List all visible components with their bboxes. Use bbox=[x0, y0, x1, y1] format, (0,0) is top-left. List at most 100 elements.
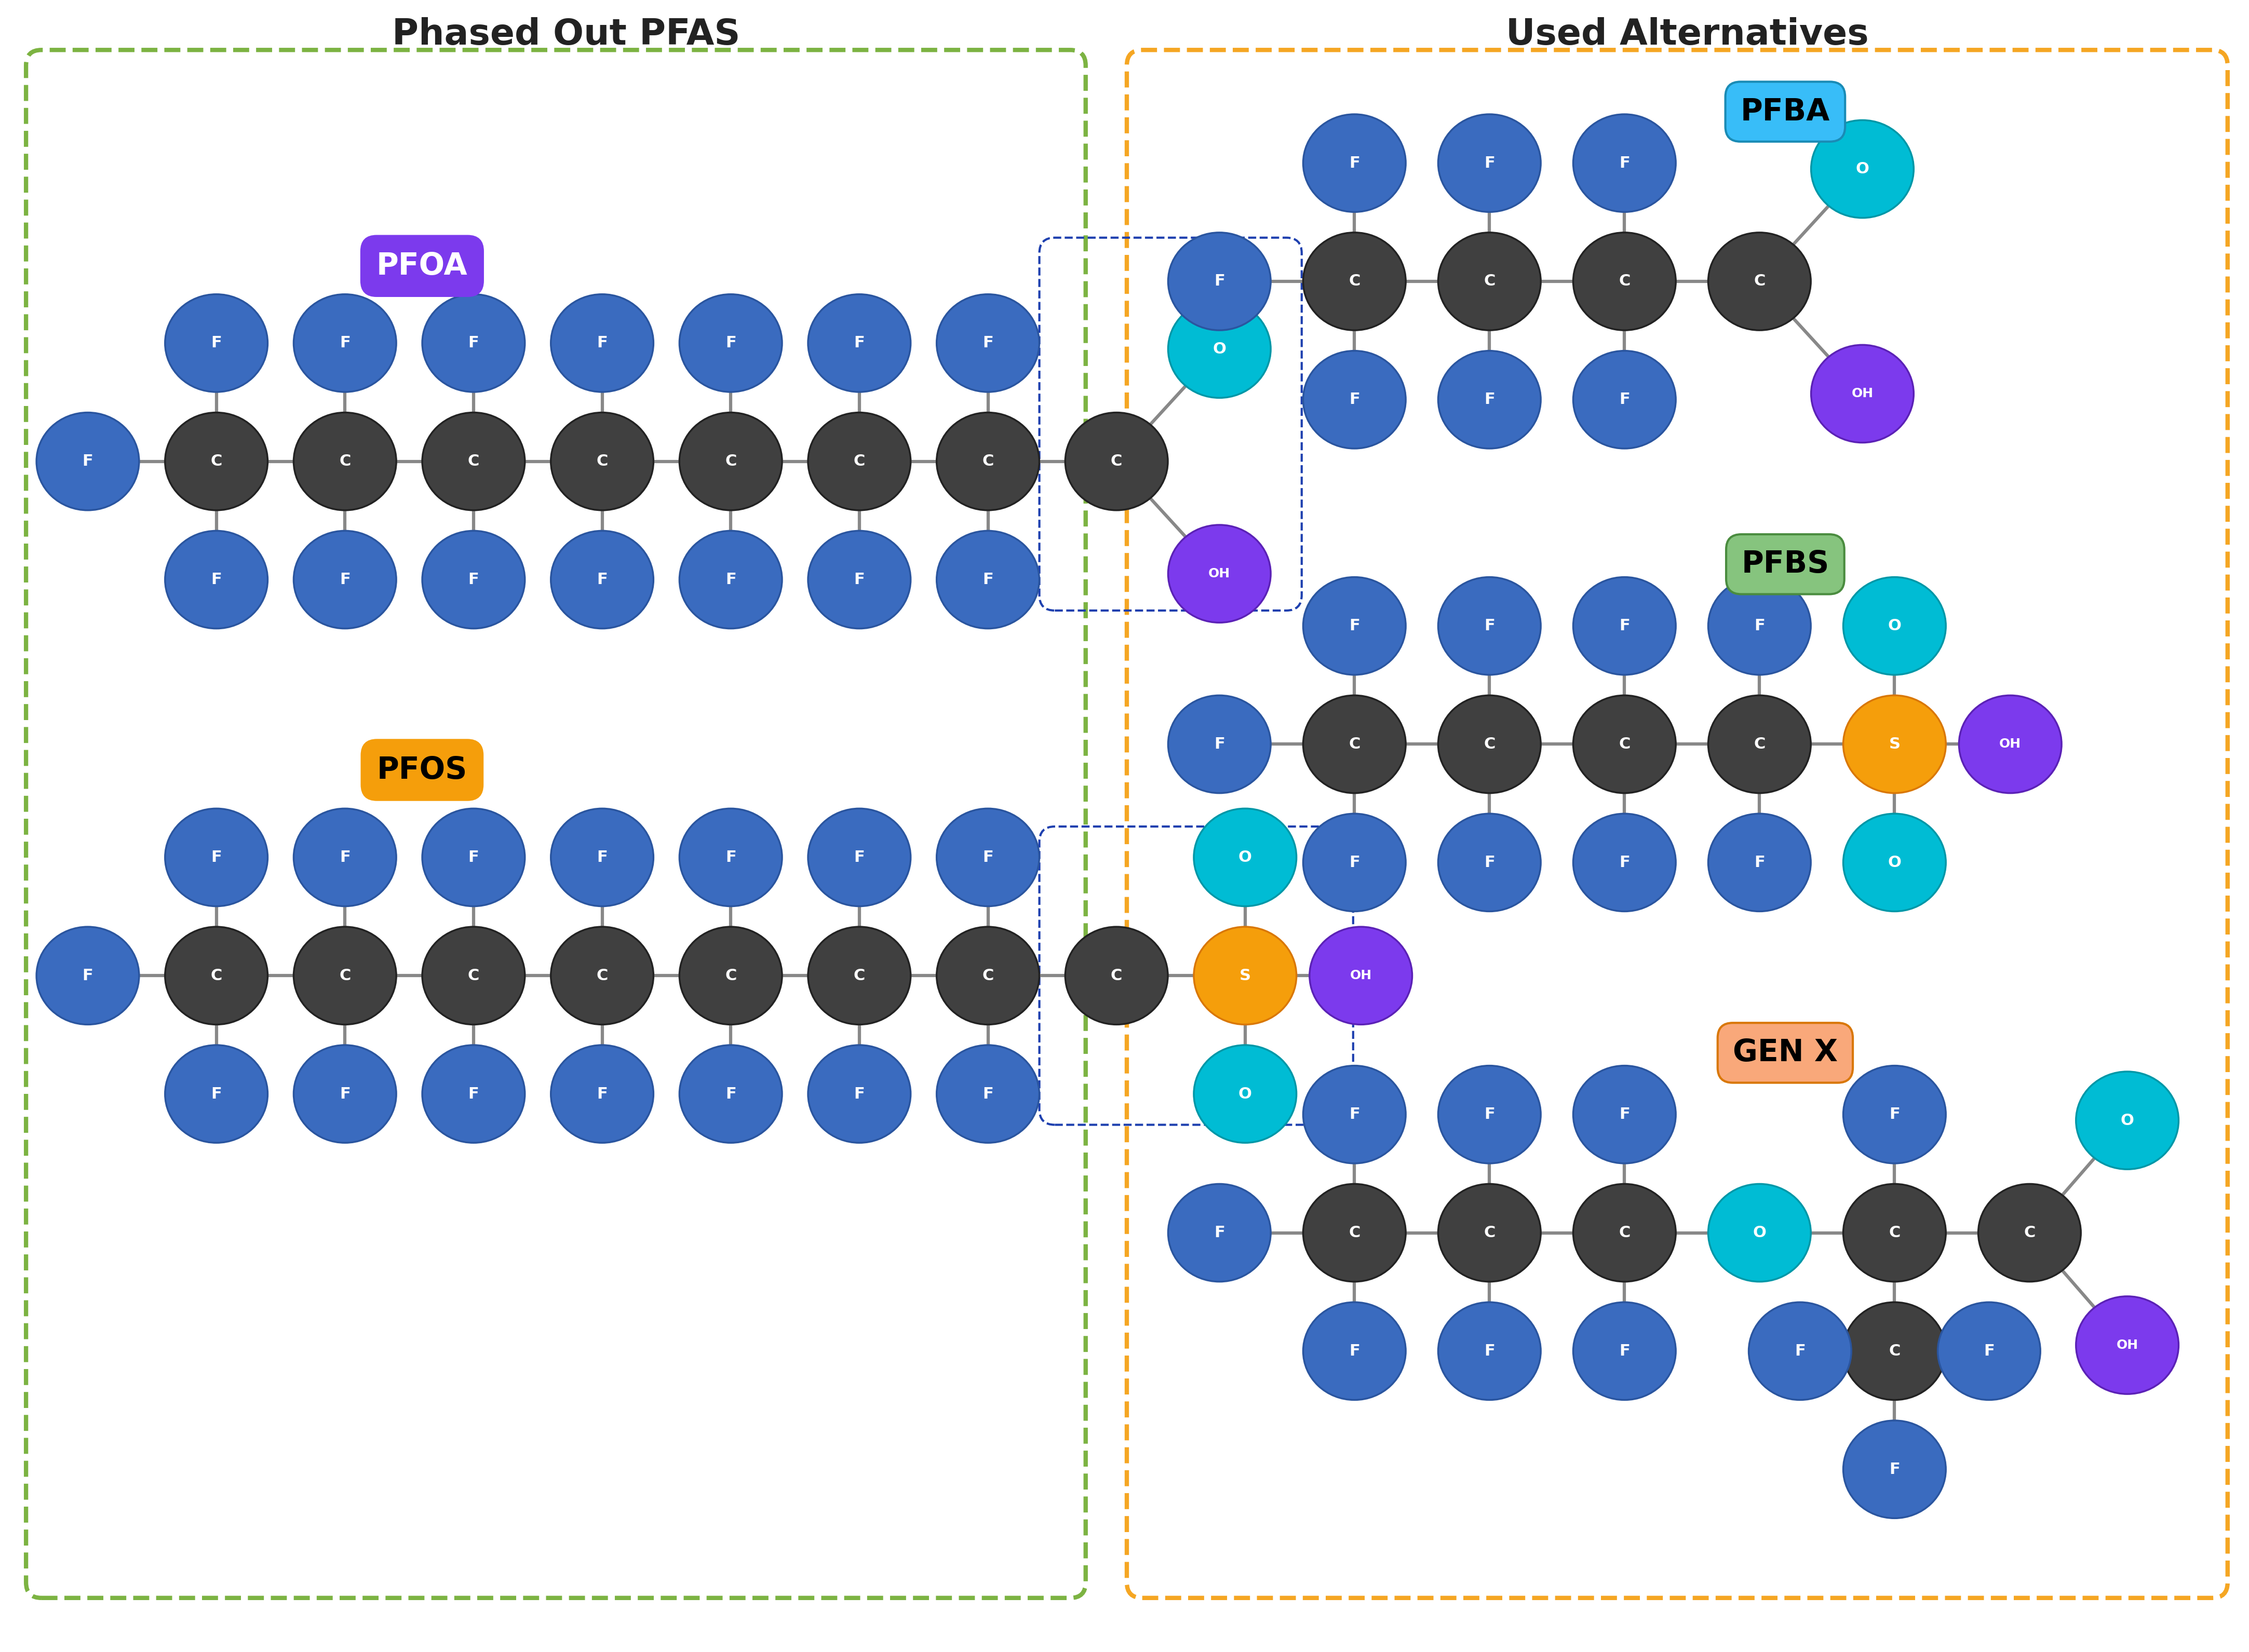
Ellipse shape bbox=[295, 294, 396, 392]
Text: C: C bbox=[211, 968, 223, 983]
Ellipse shape bbox=[1572, 350, 1676, 449]
Ellipse shape bbox=[936, 294, 1039, 392]
Ellipse shape bbox=[1437, 1184, 1541, 1282]
Ellipse shape bbox=[164, 413, 268, 510]
Text: F: F bbox=[468, 849, 479, 866]
Text: F: F bbox=[855, 849, 864, 866]
Ellipse shape bbox=[807, 413, 911, 510]
Text: C: C bbox=[468, 454, 479, 469]
Ellipse shape bbox=[1194, 1046, 1295, 1143]
Ellipse shape bbox=[551, 294, 654, 392]
Ellipse shape bbox=[1844, 577, 1945, 674]
Ellipse shape bbox=[1572, 1302, 1676, 1399]
Text: C: C bbox=[1754, 737, 1765, 752]
Ellipse shape bbox=[295, 413, 396, 510]
Ellipse shape bbox=[1709, 814, 1810, 912]
Text: F: F bbox=[1619, 856, 1631, 871]
Ellipse shape bbox=[1167, 1184, 1271, 1282]
Ellipse shape bbox=[1302, 1184, 1406, 1282]
Ellipse shape bbox=[423, 927, 524, 1024]
Ellipse shape bbox=[1066, 927, 1167, 1024]
Text: C: C bbox=[983, 454, 994, 469]
Ellipse shape bbox=[679, 413, 783, 510]
Text: O: O bbox=[1887, 618, 1900, 633]
Ellipse shape bbox=[551, 927, 654, 1024]
Ellipse shape bbox=[36, 927, 139, 1024]
Text: PFOS: PFOS bbox=[378, 755, 468, 785]
Ellipse shape bbox=[1844, 1421, 1945, 1518]
Ellipse shape bbox=[1302, 814, 1406, 912]
Ellipse shape bbox=[164, 808, 268, 907]
Ellipse shape bbox=[295, 530, 396, 628]
Text: C: C bbox=[1349, 737, 1361, 752]
Text: C: C bbox=[1619, 737, 1631, 752]
Text: C: C bbox=[1754, 274, 1765, 289]
Text: F: F bbox=[1889, 1462, 1900, 1477]
Ellipse shape bbox=[807, 530, 911, 628]
Text: F: F bbox=[211, 1087, 223, 1102]
Text: C: C bbox=[596, 968, 607, 983]
Ellipse shape bbox=[164, 1046, 268, 1143]
Ellipse shape bbox=[1302, 1302, 1406, 1399]
Ellipse shape bbox=[1437, 1302, 1541, 1399]
Text: C: C bbox=[855, 454, 866, 469]
Text: F: F bbox=[1984, 1343, 1995, 1358]
Text: F: F bbox=[1484, 856, 1496, 871]
Ellipse shape bbox=[1167, 525, 1271, 623]
Ellipse shape bbox=[551, 1046, 654, 1143]
Ellipse shape bbox=[295, 1046, 396, 1143]
Text: F: F bbox=[211, 849, 223, 866]
Text: F: F bbox=[726, 849, 735, 866]
Ellipse shape bbox=[164, 294, 268, 392]
Ellipse shape bbox=[1302, 577, 1406, 674]
Text: O: O bbox=[1212, 342, 1226, 357]
Text: F: F bbox=[340, 335, 351, 350]
Text: O: O bbox=[1887, 856, 1900, 871]
Text: F: F bbox=[340, 572, 351, 586]
Text: F: F bbox=[340, 1087, 351, 1102]
Ellipse shape bbox=[1572, 233, 1676, 330]
Text: F: F bbox=[726, 572, 735, 586]
Ellipse shape bbox=[1709, 577, 1810, 674]
Ellipse shape bbox=[1437, 1066, 1541, 1163]
Text: F: F bbox=[983, 1087, 994, 1102]
Ellipse shape bbox=[1437, 350, 1541, 449]
Text: C: C bbox=[340, 454, 351, 469]
Text: F: F bbox=[211, 335, 223, 350]
Ellipse shape bbox=[1194, 808, 1295, 907]
Ellipse shape bbox=[1437, 695, 1541, 793]
Text: F: F bbox=[596, 1087, 607, 1102]
Ellipse shape bbox=[295, 808, 396, 907]
Ellipse shape bbox=[1572, 695, 1676, 793]
Text: F: F bbox=[1619, 392, 1631, 406]
Text: F: F bbox=[1619, 1343, 1631, 1358]
Ellipse shape bbox=[936, 1046, 1039, 1143]
Text: F: F bbox=[983, 335, 994, 350]
Text: C: C bbox=[211, 454, 223, 469]
Ellipse shape bbox=[164, 530, 268, 628]
Ellipse shape bbox=[1437, 814, 1541, 912]
Ellipse shape bbox=[1810, 121, 1914, 218]
Text: F: F bbox=[1214, 737, 1226, 752]
Text: OH: OH bbox=[1851, 388, 1873, 400]
Ellipse shape bbox=[1572, 114, 1676, 211]
Ellipse shape bbox=[1709, 695, 1810, 793]
Text: C: C bbox=[983, 968, 994, 983]
Text: F: F bbox=[1214, 1226, 1226, 1241]
Ellipse shape bbox=[1844, 814, 1945, 912]
Ellipse shape bbox=[423, 413, 524, 510]
Ellipse shape bbox=[1302, 1066, 1406, 1163]
Text: F: F bbox=[1795, 1343, 1806, 1358]
Text: F: F bbox=[1349, 155, 1361, 170]
Text: F: F bbox=[596, 335, 607, 350]
Ellipse shape bbox=[936, 927, 1039, 1024]
Text: F: F bbox=[1484, 392, 1496, 406]
Text: C: C bbox=[1349, 1226, 1361, 1241]
Ellipse shape bbox=[1309, 927, 1412, 1024]
Ellipse shape bbox=[1437, 114, 1541, 211]
Ellipse shape bbox=[807, 1046, 911, 1143]
Text: F: F bbox=[1889, 1107, 1900, 1122]
Ellipse shape bbox=[1572, 577, 1676, 674]
Ellipse shape bbox=[679, 927, 783, 1024]
Text: C: C bbox=[1889, 1226, 1900, 1241]
